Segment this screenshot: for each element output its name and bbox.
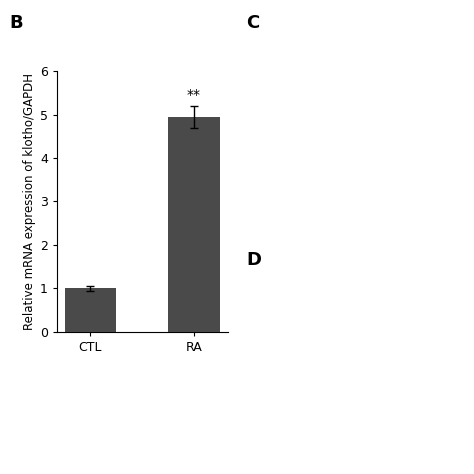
Text: B: B bbox=[9, 14, 23, 32]
Y-axis label: Relative mRNA expression of klotho/GAPDH: Relative mRNA expression of klotho/GAPDH bbox=[23, 73, 36, 330]
Text: C: C bbox=[246, 14, 260, 32]
Bar bbox=[168, 117, 220, 332]
Text: **: ** bbox=[187, 88, 201, 102]
Bar bbox=[64, 288, 116, 332]
Text: D: D bbox=[246, 251, 262, 269]
